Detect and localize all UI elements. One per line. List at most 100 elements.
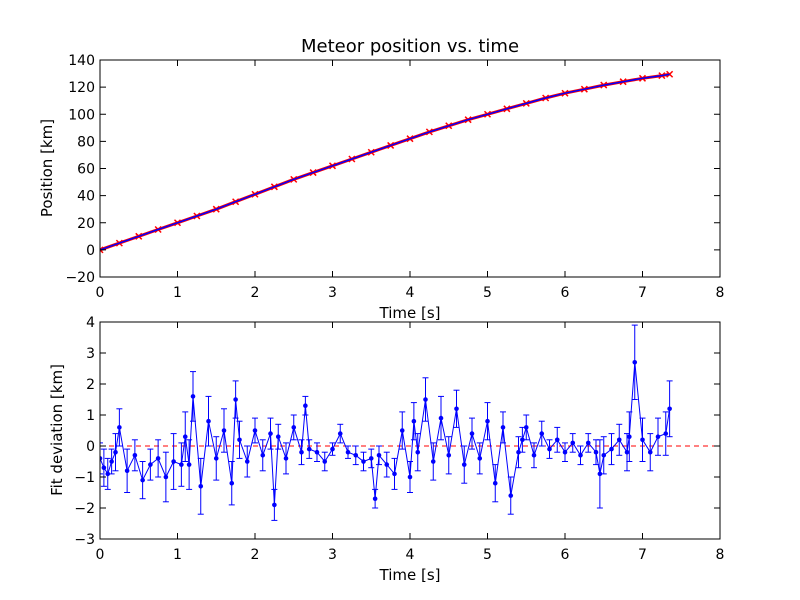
position-x-tick-label: 3 (328, 285, 337, 301)
deviation-deviation-point (423, 397, 428, 402)
deviation-deviation-point (148, 462, 153, 467)
position-y-tick-label: 140 (68, 53, 95, 69)
deviation-deviation-point (585, 440, 591, 446)
deviation-y-tick-label: −2 (74, 501, 95, 517)
deviation-x-tick-label: 3 (328, 547, 337, 563)
deviation-deviation-point (415, 449, 421, 455)
deviation-deviation-point (411, 418, 417, 424)
position-chart-title: Meteor position vs. time (301, 36, 519, 57)
deviation-deviation-point (516, 449, 521, 455)
position-y-axis-label: Position [km] (38, 119, 56, 217)
deviation-deviation-point (601, 453, 607, 458)
position-plot-area (100, 70, 674, 254)
deviation-deviation-point (655, 434, 661, 440)
deviation-deviation-point (407, 474, 413, 480)
deviation-x-tick-label: 4 (406, 547, 415, 563)
position-x-tick-label: 5 (483, 285, 492, 301)
deviation-deviation-point (299, 449, 304, 455)
deviation-deviation-point (140, 477, 145, 483)
deviation-y-axis-label: Fit deviation [km] (48, 364, 66, 496)
deviation-deviation-point (461, 462, 467, 467)
deviation-deviation-point (384, 462, 390, 467)
deviation-deviation-point (663, 431, 669, 436)
deviation-deviation-point (244, 459, 250, 464)
position-x-tick-label: 2 (251, 285, 260, 301)
deviation-x-tick-label: 7 (638, 547, 647, 563)
deviation-deviation-point (578, 453, 583, 458)
deviation-x-tick-label: 1 (173, 547, 182, 563)
deviation-x-tick-label: 5 (483, 547, 492, 563)
position-x-tick-label: 1 (173, 285, 182, 301)
position-plot-frame (99, 59, 721, 278)
deviation-deviation-point (597, 471, 603, 477)
deviation-deviation-point (647, 449, 653, 455)
position-x-tick-label: 7 (638, 285, 647, 301)
deviation-y-tick-label: −1 (74, 470, 95, 486)
deviation-deviation-point (268, 431, 273, 436)
deviation-deviation-point (469, 431, 475, 436)
position-x-tick-label: 8 (716, 285, 725, 301)
position-y-tick-label: 120 (68, 80, 95, 96)
deviation-deviation-point (399, 428, 405, 433)
deviation-deviation-point (640, 437, 645, 443)
deviation-deviation-point (345, 449, 351, 455)
deviation-y-tick-label: 0 (86, 439, 95, 455)
deviation-error-bar (100, 442, 103, 475)
deviation-chart: 0 1 2 3 4 5 6 7 8 −3 −2 −1 0 1 2 3 4 Time [s] Fit deviat… (48, 315, 724, 584)
deviation-x-tick-label: 2 (251, 547, 260, 563)
deviation-deviation-point (492, 480, 498, 486)
position-measured-point (100, 246, 104, 254)
deviation-plot-area (100, 324, 720, 521)
deviation-deviation-point (667, 406, 672, 412)
deviation-deviation-point (132, 453, 138, 458)
deviation-deviation-point (624, 449, 630, 455)
deviation-deviation-point (109, 459, 114, 464)
deviation-deviation-point (376, 453, 382, 458)
position-y-tick-label: 40 (77, 189, 95, 205)
deviation-deviation-point (337, 431, 343, 436)
deviation-deviation-point (198, 484, 204, 489)
deviation-deviation-point (105, 471, 111, 477)
deviation-deviation-point (523, 425, 529, 430)
deviation-deviation-point (520, 437, 525, 443)
deviation-deviation-point (392, 471, 397, 477)
deviation-deviation-point (291, 425, 297, 430)
deviation-deviation-point (593, 449, 599, 455)
deviation-deviation-point (233, 397, 238, 402)
deviation-deviation-point (179, 462, 184, 467)
deviation-deviation-point (272, 502, 277, 508)
deviation-deviation-point (616, 437, 622, 443)
deviation-x-axis-label: Time [s] (379, 566, 441, 584)
position-y-tick-label: −20 (65, 270, 95, 286)
deviation-deviation-point (221, 428, 227, 433)
position-x-tick-label: 6 (561, 285, 570, 301)
deviation-deviation-point (438, 415, 444, 421)
deviation-x-tick-label: 0 (96, 547, 105, 563)
position-measured-point (666, 70, 674, 78)
deviation-deviation-point (283, 456, 289, 461)
position-y-tick-label: 20 (77, 216, 95, 232)
deviation-y-tick-label: 2 (86, 377, 95, 393)
deviation-deviation-point (361, 459, 366, 464)
deviation-deviation-point (213, 456, 219, 461)
deviation-deviation-point (562, 449, 568, 455)
deviation-deviation-point (539, 431, 545, 436)
position-x-tick-label: 0 (96, 285, 105, 301)
deviation-deviation-point (570, 440, 576, 446)
deviation-deviation-point (353, 453, 359, 458)
deviation-deviation-point (632, 360, 638, 365)
deviation-deviation-point (372, 496, 378, 502)
deviation-axis-ticks: 0 1 2 3 4 5 6 7 8 −3 −2 −1 0 1 2 3 4 (74, 315, 724, 563)
deviation-deviation-point (252, 428, 258, 433)
deviation-deviation-point (508, 493, 514, 498)
position-chart: Meteor position vs. time 0 1 2 3 4 5 6 7 8−20020… (38, 36, 724, 322)
deviation-deviation-point (627, 434, 632, 440)
deviation-deviation-point (454, 406, 459, 412)
deviation-deviation-point (609, 446, 614, 452)
deviation-deviation-point (124, 468, 130, 474)
deviation-deviation-point (330, 446, 335, 452)
deviation-deviation-point (368, 456, 374, 461)
deviation-marks (100, 324, 720, 521)
